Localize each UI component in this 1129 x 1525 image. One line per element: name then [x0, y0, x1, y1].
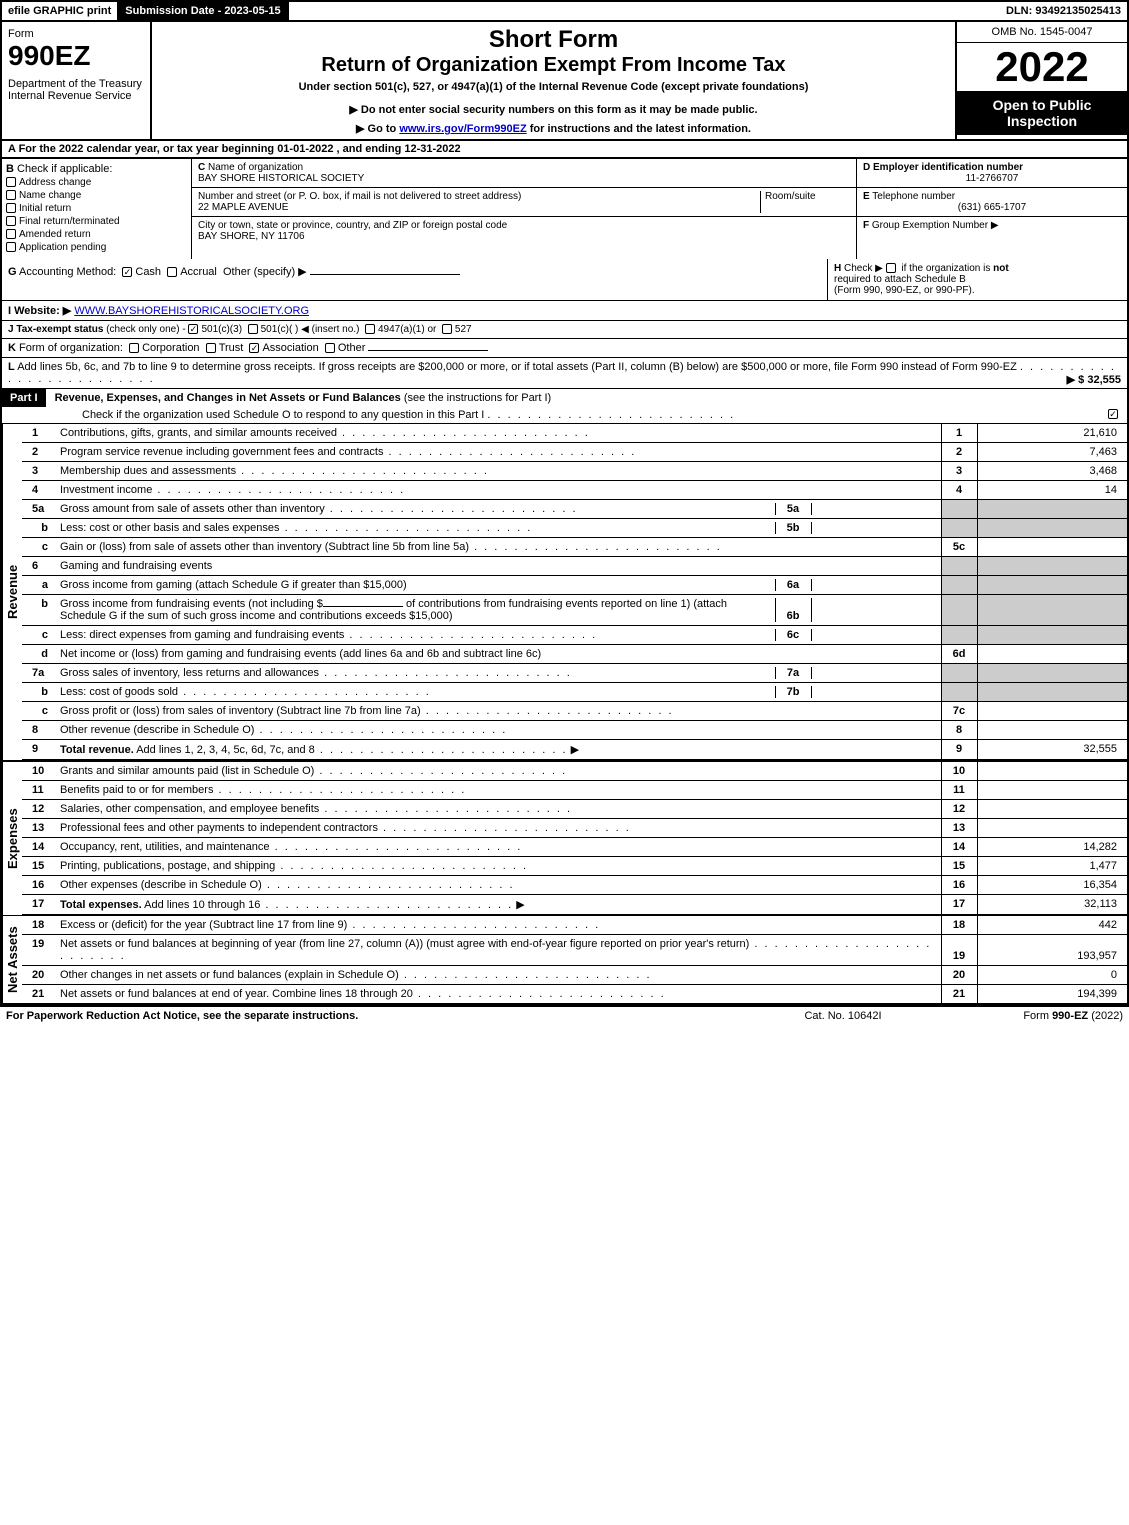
- net-assets-side-label: Net Assets: [2, 916, 22, 1003]
- net-assets-table: 18Excess or (deficit) for the year (Subt…: [22, 916, 1127, 1003]
- cat-no: Cat. No. 10642I: [743, 1010, 943, 1022]
- line-7a: 7aGross sales of inventory, less returns…: [22, 664, 1127, 683]
- expenses-table: 10Grants and similar amounts paid (list …: [22, 762, 1127, 915]
- header-left: Form 990EZ Department of the Treasury In…: [2, 22, 152, 139]
- line-12: 12Salaries, other compensation, and empl…: [22, 800, 1127, 819]
- section-c: C Name of organization BAY SHORE HISTORI…: [192, 159, 857, 259]
- line-19: 19Net assets or fund balances at beginni…: [22, 935, 1127, 966]
- line-13: 13Professional fees and other payments t…: [22, 819, 1127, 838]
- part-1-header: Part I Revenue, Expenses, and Changes in…: [0, 389, 1129, 424]
- line-1: 1Contributions, gifts, grants, and simil…: [22, 424, 1127, 443]
- irs-label: Internal Revenue Service: [8, 90, 144, 102]
- line-11: 11Benefits paid to or for members11: [22, 781, 1127, 800]
- return-title: Return of Organization Exempt From Incom…: [160, 54, 947, 77]
- line-10: 10Grants and similar amounts paid (list …: [22, 762, 1127, 781]
- section-b: B Check if applicable: Address change Na…: [2, 159, 192, 259]
- line-7c: cGross profit or (loss) from sales of in…: [22, 702, 1127, 721]
- section-i: I Website: ▶ WWW.BAYSHOREHISTORICALSOCIE…: [0, 301, 1129, 321]
- line-6: 6Gaming and fundraising events: [22, 557, 1127, 576]
- line-16: 16Other expenses (describe in Schedule O…: [22, 876, 1127, 895]
- cb-527[interactable]: [442, 324, 452, 334]
- cb-accrual[interactable]: [167, 267, 177, 277]
- header-right: OMB No. 1545-0047 2022 Open to Public In…: [957, 22, 1127, 139]
- gross-receipts: ▶ $ 32,555: [1067, 373, 1121, 386]
- line-6b: bGross income from fundraising events (n…: [22, 595, 1127, 626]
- section-l: L Add lines 5b, 6c, and 7b to line 9 to …: [0, 358, 1129, 389]
- section-k: K Form of organization: Corporation Trus…: [0, 339, 1129, 358]
- top-bar: efile GRAPHIC print Submission Date - 20…: [0, 0, 1129, 22]
- section-a: A For the 2022 calendar year, or tax yea…: [0, 141, 1129, 159]
- line-8: 8Other revenue (describe in Schedule O)8: [22, 721, 1127, 740]
- revenue-table: 1Contributions, gifts, grants, and simil…: [22, 424, 1127, 760]
- cb-501c[interactable]: [248, 324, 258, 334]
- line-9: 9Total revenue. Add lines 1, 2, 3, 4, 5c…: [22, 740, 1127, 760]
- cb-address-change[interactable]: Address change: [6, 177, 187, 188]
- cb-501c3[interactable]: [188, 324, 198, 334]
- cb-other-org[interactable]: [325, 343, 335, 353]
- form-number: 990EZ: [8, 40, 144, 72]
- goto-note: ▶ Go to www.irs.gov/Form990EZ for instru…: [160, 122, 947, 135]
- cb-name-change[interactable]: Name change: [6, 190, 187, 201]
- cb-amended-return[interactable]: Amended return: [6, 229, 187, 240]
- line-3: 3Membership dues and assessments33,468: [22, 462, 1127, 481]
- sections-def: D Employer identification number 11-2766…: [857, 159, 1127, 259]
- efile-label: efile GRAPHIC print: [2, 2, 119, 20]
- cb-schedule-b[interactable]: [886, 263, 896, 273]
- cb-trust[interactable]: [206, 343, 216, 353]
- org-address: 22 MAPLE AVENUE: [198, 202, 288, 213]
- short-form-label: Short Form: [160, 26, 947, 54]
- checkbox-list: Address change Name change Initial retur…: [6, 177, 187, 253]
- section-h: H Check ▶ if the organization is not req…: [827, 259, 1127, 300]
- cb-final-return[interactable]: Final return/terminated: [6, 216, 187, 227]
- open-public-box: Open to Public Inspection: [957, 91, 1127, 135]
- section-g: G Accounting Method: Cash Accrual Other …: [2, 259, 827, 300]
- revenue-side-label: Revenue: [2, 424, 22, 760]
- form-word: Form: [8, 28, 144, 40]
- line-17: 17Total expenses. Add lines 10 through 1…: [22, 895, 1127, 915]
- line-18: 18Excess or (deficit) for the year (Subt…: [22, 916, 1127, 935]
- line-21: 21Net assets or fund balances at end of …: [22, 985, 1127, 1004]
- cb-schedule-o[interactable]: [1108, 409, 1118, 419]
- irs-link[interactable]: www.irs.gov/Form990EZ: [399, 123, 526, 135]
- cb-corp[interactable]: [129, 343, 139, 353]
- line-20: 20Other changes in net assets or fund ba…: [22, 966, 1127, 985]
- info-grid: B Check if applicable: Address change Na…: [0, 159, 1129, 259]
- dept-label: Department of the Treasury: [8, 78, 144, 90]
- line-4: 4Investment income414: [22, 481, 1127, 500]
- submission-date: Submission Date - 2023-05-15: [119, 2, 288, 20]
- section-j: J Tax-exempt status (check only one) - 5…: [0, 321, 1129, 339]
- tax-year: 2022: [957, 43, 1127, 91]
- line-5c: cGain or (loss) from sale of assets othe…: [22, 538, 1127, 557]
- line-6d: dNet income or (loss) from gaming and fu…: [22, 645, 1127, 664]
- form-footer: Form 990-EZ (2022): [943, 1010, 1123, 1022]
- line-2: 2Program service revenue including gover…: [22, 443, 1127, 462]
- ein: 11-2766707: [863, 173, 1121, 184]
- line-6a: aGross income from gaming (attach Schedu…: [22, 576, 1127, 595]
- form-header: Form 990EZ Department of the Treasury In…: [0, 22, 1129, 141]
- header-center: Short Form Return of Organization Exempt…: [152, 22, 957, 139]
- expenses-side-label: Expenses: [2, 762, 22, 915]
- cb-initial-return[interactable]: Initial return: [6, 203, 187, 214]
- subtitle: Under section 501(c), 527, or 4947(a)(1)…: [160, 81, 947, 93]
- line-15: 15Printing, publications, postage, and s…: [22, 857, 1127, 876]
- line-6c: cLess: direct expenses from gaming and f…: [22, 626, 1127, 645]
- footer: For Paperwork Reduction Act Notice, see …: [0, 1005, 1129, 1025]
- line-14: 14Occupancy, rent, utilities, and mainte…: [22, 838, 1127, 857]
- ssn-note: Do not enter social security numbers on …: [160, 103, 947, 116]
- phone: (631) 665-1707: [863, 202, 1121, 213]
- room-suite-label: Room/suite: [760, 191, 850, 213]
- website-link[interactable]: WWW.BAYSHOREHISTORICALSOCIETY.ORG: [74, 305, 309, 317]
- omb-number: OMB No. 1545-0047: [957, 22, 1127, 43]
- org-city: BAY SHORE, NY 11706: [198, 231, 305, 242]
- org-name: BAY SHORE HISTORICAL SOCIETY: [198, 173, 364, 184]
- cb-assoc[interactable]: [249, 343, 259, 353]
- dln-label: DLN: 93492135025413: [1000, 2, 1127, 20]
- cb-application-pending[interactable]: Application pending: [6, 242, 187, 253]
- line-5b: bLess: cost or other basis and sales exp…: [22, 519, 1127, 538]
- line-7b: bLess: cost of goods sold7b: [22, 683, 1127, 702]
- cb-4947[interactable]: [365, 324, 375, 334]
- line-5a: 5aGross amount from sale of assets other…: [22, 500, 1127, 519]
- paperwork-notice: For Paperwork Reduction Act Notice, see …: [6, 1010, 743, 1022]
- cb-cash[interactable]: [122, 267, 132, 277]
